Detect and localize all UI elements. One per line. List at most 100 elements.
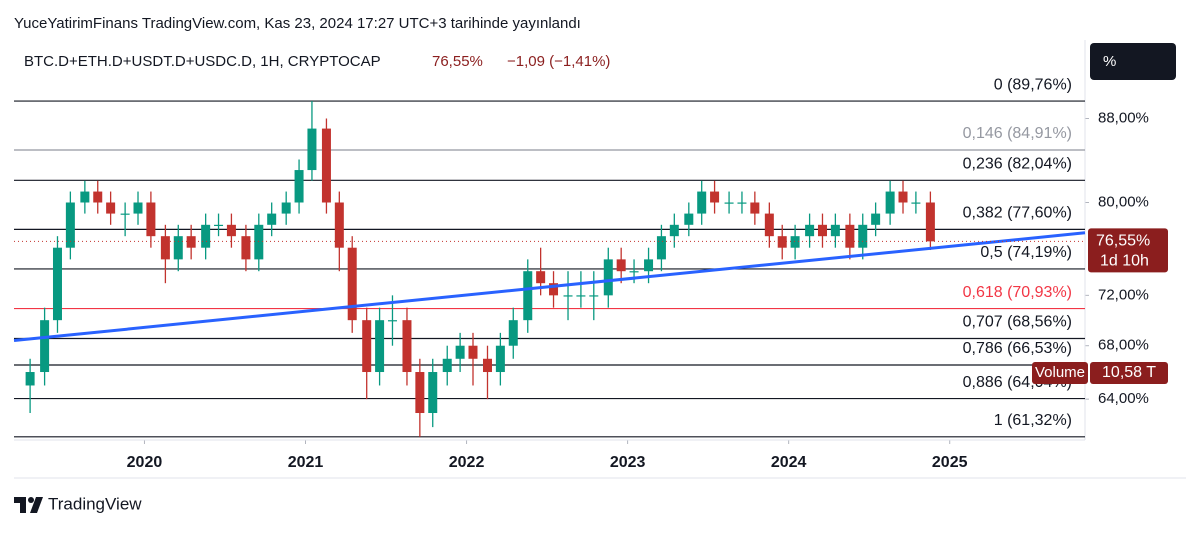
countdown-label: 1d 10h (1100, 253, 1149, 270)
candle-body (226, 224, 236, 237)
candle-body (669, 224, 679, 237)
candle-body (241, 236, 251, 260)
volume-value-badge (1090, 362, 1168, 384)
candle-body (442, 358, 452, 373)
candle-body (911, 202, 921, 204)
candle-body (724, 202, 734, 204)
price-badge (1088, 228, 1168, 273)
candle-body (201, 224, 211, 248)
candle-body (347, 247, 357, 321)
candle-body (656, 236, 666, 260)
candle-body (402, 320, 412, 373)
symbol: BTC.D+ETH.D+USDT.D+USDC.D, 1H, CRYPTOCAP (24, 53, 381, 70)
y-tick-label: 64,00% (1098, 390, 1149, 407)
candle-body (146, 202, 156, 237)
scale-button-label[interactable]: % (1103, 53, 1116, 70)
candle-body (106, 202, 116, 214)
candle-body (387, 320, 397, 322)
candle-body (254, 224, 264, 260)
volume-value: 10,58 T (1102, 364, 1156, 381)
candle-body (508, 320, 518, 346)
candle-body (589, 295, 599, 297)
candle-body (362, 320, 372, 373)
candle-body (455, 345, 465, 359)
candle-body (40, 320, 50, 373)
candle-body (468, 345, 478, 359)
candle-body (186, 236, 196, 248)
candle-body (845, 224, 855, 248)
y-tick-label: 80,00% (1098, 193, 1149, 210)
candle-body (428, 372, 438, 414)
candle-body (334, 202, 344, 248)
x-tick-label: 2024 (771, 454, 807, 471)
logo-icon (14, 497, 26, 513)
footer-brand: TradingView (48, 494, 142, 513)
candle-body (871, 213, 881, 225)
candle-body (616, 259, 626, 272)
y-tick-label: 72,00% (1098, 286, 1149, 303)
trendline (13, 231, 1086, 343)
candle-body (160, 236, 170, 260)
x-tick-label: 2022 (449, 454, 485, 471)
candle-body (885, 191, 895, 214)
x-tick-label: 2021 (288, 454, 324, 471)
candle-body (536, 271, 546, 284)
logo (14, 497, 43, 513)
candle-body (482, 358, 492, 373)
candle-body (790, 236, 800, 248)
candle-body (80, 191, 90, 203)
candle-body (294, 170, 304, 203)
y-tick-label: 88,00% (1098, 109, 1149, 126)
candle-body (576, 295, 586, 297)
candle-body (415, 372, 425, 414)
fib-label: 0,236 (82,04%) (963, 156, 1072, 173)
candle-body (817, 224, 827, 237)
candle-body (805, 224, 815, 237)
candle-body (281, 202, 291, 214)
scale-button[interactable] (1090, 43, 1176, 80)
candle-body (750, 202, 760, 214)
volume-label: Volume (1035, 364, 1085, 381)
candle-body (830, 224, 840, 237)
x-tick-label: 2023 (610, 454, 646, 471)
candle-body (898, 191, 908, 203)
y-tick-label: 68,00% (1098, 337, 1149, 354)
candle-body (710, 191, 720, 203)
x-tick-label: 2025 (932, 454, 968, 471)
candle-body (267, 213, 277, 225)
fib-label: 0,382 (77,60%) (963, 205, 1072, 222)
logo-icon (28, 497, 34, 503)
candle-body (549, 283, 559, 296)
fib-label: 0,618 (70,93%) (963, 284, 1072, 301)
candle-body (120, 213, 130, 215)
fib-label: 1 (61,32%) (994, 412, 1072, 429)
candle-body (65, 202, 75, 248)
candle-body (523, 271, 533, 321)
candle-body (777, 236, 787, 248)
candle-body (375, 320, 385, 373)
candle-body (644, 259, 654, 272)
candle-body (495, 345, 505, 373)
candle-body (603, 259, 613, 296)
candle-body (858, 224, 868, 248)
candle-body (629, 271, 639, 273)
price-text: 76,55% (432, 53, 483, 70)
candle-body (321, 128, 331, 203)
volume-badge (1032, 362, 1088, 384)
candle-body (737, 202, 747, 204)
logo-icon (30, 497, 43, 513)
fib-label: 0,146 (84,91%) (963, 125, 1072, 142)
candle-body (925, 202, 935, 242)
fib-label: 0 (89,76%) (994, 76, 1072, 93)
candle-body (25, 372, 35, 386)
candle-body (173, 236, 183, 260)
candle-body (52, 247, 62, 321)
candle-body (93, 191, 103, 203)
candle-body (684, 213, 694, 225)
x-tick-label: 2020 (127, 454, 163, 471)
candle-body (764, 213, 774, 237)
change-text: −1,09 (−1,41%) (507, 53, 610, 70)
